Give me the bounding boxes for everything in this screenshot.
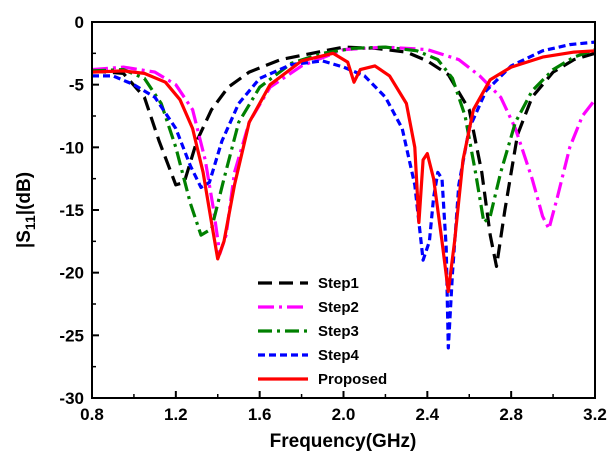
axis-ticks bbox=[91, 21, 596, 399]
y-tick-label: -20 bbox=[59, 264, 84, 283]
legend-label-step4: Step4 bbox=[318, 347, 360, 364]
x-tick-label: 1.2 bbox=[164, 405, 188, 424]
y-tick-label: -5 bbox=[69, 76, 84, 95]
y-tick-label: -25 bbox=[59, 326, 84, 345]
legend-label-proposed: Proposed bbox=[318, 371, 387, 388]
legend-label-step1: Step1 bbox=[318, 275, 359, 292]
series-line-step2 bbox=[91, 45, 597, 256]
y-tick-label: -10 bbox=[59, 138, 84, 157]
x-tick-label: 3.2 bbox=[583, 405, 607, 424]
x-axis-title: Frequency(GHz) bbox=[270, 431, 417, 452]
y-axis-title-main: |S bbox=[14, 230, 35, 248]
legend: Step1 Step2 Step3 Step4 Proposed bbox=[258, 275, 387, 388]
legend-label-step2: Step2 bbox=[318, 299, 359, 316]
legend-label-step3: Step3 bbox=[318, 323, 359, 340]
y-tick-label: 0 bbox=[75, 13, 84, 32]
x-tick-label: 2.4 bbox=[416, 405, 440, 424]
y-tick-label: -15 bbox=[59, 201, 84, 220]
y-axis-title-sub: 11 bbox=[22, 215, 38, 230]
series-line-step3 bbox=[91, 45, 596, 237]
y-tick-label: -30 bbox=[59, 389, 84, 408]
x-tick-label: 0.8 bbox=[80, 405, 104, 424]
y-axis-title: |S11|(dB) bbox=[14, 172, 38, 248]
x-tick-label: 2.0 bbox=[332, 405, 356, 424]
series-line-step1 bbox=[91, 45, 596, 268]
plot-frame bbox=[91, 21, 596, 399]
plot-lines bbox=[91, 40, 597, 350]
y-axis-title-tail: |(dB) bbox=[14, 172, 35, 215]
series-line-proposed bbox=[91, 49, 596, 294]
tick-labels: 0.8 1.2 1.6 2.0 2.4 2.8 3.2 0 -5 -10 -15 -20 -25 -30 bbox=[59, 13, 606, 424]
x-tick-label: 1.6 bbox=[248, 405, 272, 424]
x-tick-label: 2.8 bbox=[499, 405, 523, 424]
